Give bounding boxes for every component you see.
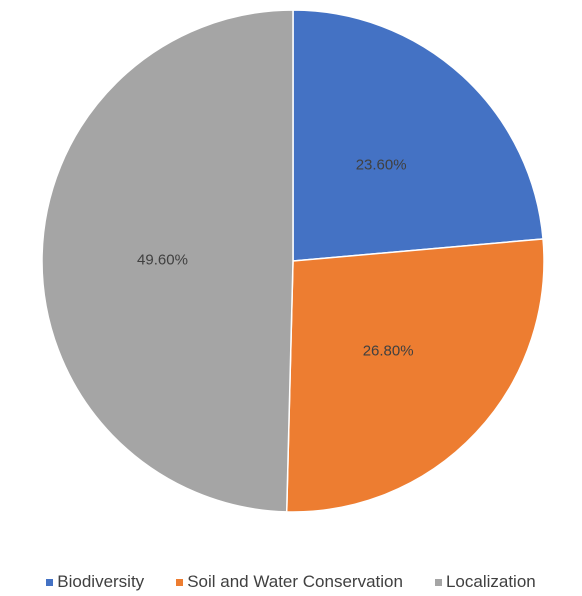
chart-legend: Biodiversity Soil and Water Conservation…	[0, 572, 582, 592]
legend-label-biodiversity: Biodiversity	[57, 572, 145, 591]
legend-label-soil-water: Soil and Water Conservation	[187, 572, 403, 591]
pie-slice-soil-water[interactable]	[285, 238, 545, 513]
slice-label-soil-water: 26.80%	[363, 342, 414, 359]
legend-item-localization[interactable]: Localization	[434, 572, 536, 592]
legend-item-biodiversity[interactable]: Biodiversity	[46, 572, 144, 592]
legend-swatch-soil-water	[176, 578, 184, 586]
slice-labels: 23.60% 26.80% 49.60%	[137, 157, 414, 360]
legend-item-soil-water[interactable]: Soil and Water Conservation	[176, 572, 403, 592]
slice-label-biodiversity: 23.60%	[356, 157, 407, 174]
slice-label-localization: 49.60%	[137, 251, 188, 268]
legend-swatch-biodiversity	[46, 578, 54, 586]
legend-label-localization: Localization	[445, 572, 536, 591]
legend-swatch-localization	[434, 578, 442, 586]
pie-slices	[41, 9, 545, 513]
pie-slice-localization[interactable]	[41, 9, 294, 513]
pie-slice-biodiversity[interactable]	[292, 9, 544, 262]
